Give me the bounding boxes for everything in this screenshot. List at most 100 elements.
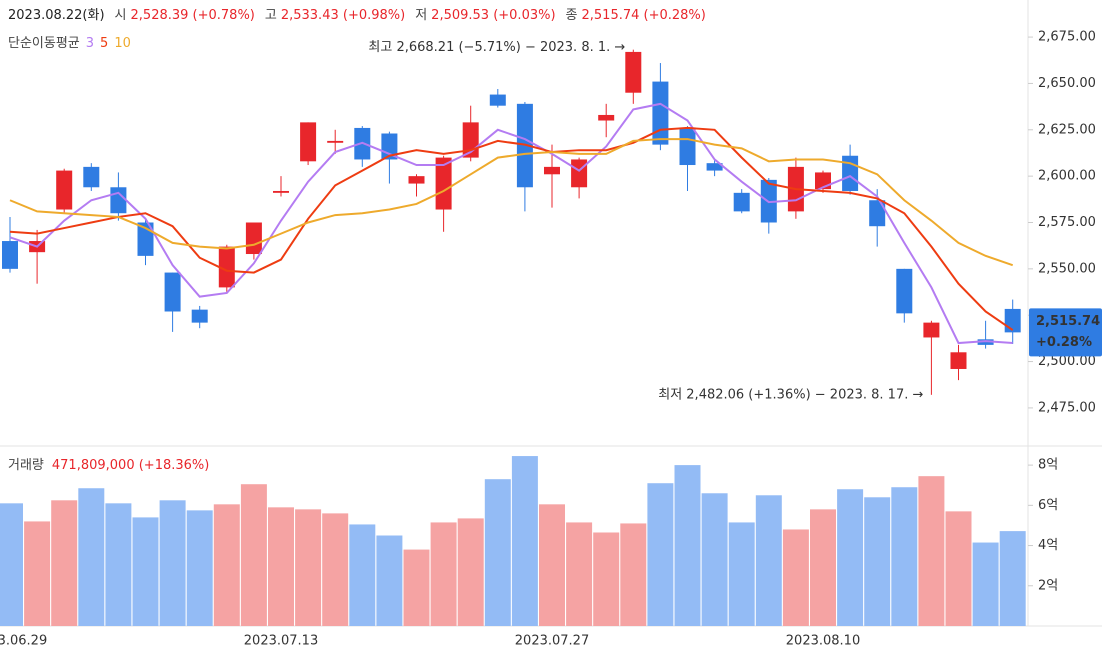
volume-bar [593,532,620,626]
moving-average-line [9,126,1014,331]
candle-body [327,140,344,143]
last-change-label: +0.28% [1036,335,1092,350]
candle-body [544,166,560,175]
moving-average-line [9,102,1013,345]
header-date: 2023.08.22(화) [8,8,105,23]
volume-bar [457,518,484,626]
header: 2023.08.22(화) 시 2,528.39 (+0.78%) 고 2,533.43… [8,8,706,23]
volume-title: 거래량 471,809,000 (+18.36%) [8,458,209,473]
y-tick-label: 2억 [1038,578,1058,593]
volume-bar [511,456,538,626]
header-value: 2,528.39 (+0.78%) [131,8,255,23]
volume-bar [159,500,186,626]
legend-entry: 5 [100,36,108,51]
moving-average-line [9,138,1014,267]
volume-bar [403,549,430,626]
legend: 단순이동평균 3 5 10 [8,36,131,51]
volume-bar [674,465,701,626]
volume-bar [972,542,999,626]
y-tick-label: 2,500.00 [1038,354,1096,369]
x-tick-label: 2023.07.13 [244,634,318,649]
legend-title: 단순이동평균 [8,36,80,51]
volume-bar [24,521,51,626]
candle-body [571,159,588,188]
candle-body [869,200,886,227]
header-label: 시 [115,8,127,23]
y-tick-label: 2,475.00 [1038,400,1096,415]
header-label: 종 [566,8,578,23]
y-tick-label: 8억 [1038,458,1058,473]
volume-bar [240,484,267,626]
volume-bar [620,523,647,626]
candle-body [408,176,425,184]
candle-body [300,122,317,162]
candle-body [435,157,452,210]
volume-bar [0,503,23,626]
volume-bar [891,487,918,626]
volume-bar [864,497,891,626]
volume-label: 거래량 [8,458,44,473]
volume-bar [539,504,565,626]
volume-value: 471,809,000 (+18.36%) [52,458,209,473]
header-value: 2,515.74 (+0.28%) [582,8,706,23]
header-label: 고 [265,8,277,23]
y-tick-label: 2,575.00 [1038,215,1096,230]
y-tick-label: 6억 [1038,498,1058,513]
volume-bar [430,522,457,626]
volume-bar [78,488,105,626]
candle-body [191,309,208,323]
candle-body [679,127,696,166]
candle-body [625,51,642,93]
header-label: 저 [415,8,427,23]
candle-body [652,81,669,145]
volume-bar [268,507,294,626]
volume-bar [810,509,836,626]
volume-bar [999,531,1026,626]
candle-body [164,272,181,312]
volume-bar [105,503,132,626]
volume-bar [755,495,782,626]
volume-bar [132,517,159,626]
candle-body [83,166,100,188]
y-tick-label: 2,550.00 [1038,261,1096,276]
y-tick-label: 2,625.00 [1038,122,1096,137]
candle-body [218,246,235,288]
legend-entry: 10 [114,36,131,51]
candle-body [842,155,859,191]
volume-bar [728,522,755,626]
last-price-box [1029,308,1102,357]
volume-bar [647,483,674,626]
header-value: 2,509.53 (+0.03%) [431,8,555,23]
volume-bar [918,476,945,626]
y-tick-label: 4억 [1038,538,1058,553]
low-annotation: 최저 2,482.06 (+1.36%) − 2023. 8. 17. → [658,387,923,402]
volume-bar [566,522,593,626]
volume-bar [376,535,403,626]
x-tick-label: 2023.08.10 [786,634,860,649]
candle-body [733,192,750,212]
volume-bar [484,479,511,626]
y-tick-label: 2,600.00 [1038,169,1096,184]
volume-bar [51,500,78,626]
candle-body [2,241,18,269]
candle-body [110,187,127,214]
candle-body [598,114,615,121]
candle-body [56,170,73,210]
volume-bar [837,489,864,626]
y-tick-label: 2,675.00 [1038,30,1096,45]
volume-bar [295,509,322,626]
legend-entry: 3 [86,36,94,51]
volume-bar [782,529,809,626]
volume-bar [322,513,349,626]
candle-body [896,268,913,314]
y-tick-label: 2,650.00 [1038,76,1096,91]
x-tick-label: 2023.07.27 [515,634,589,649]
candle-body [273,190,289,193]
candle-body [489,94,506,106]
candle-body [706,163,723,171]
volume-bar [213,504,240,626]
volume-bar [701,493,728,626]
volume-bar [945,511,972,626]
candle-body [950,352,967,369]
